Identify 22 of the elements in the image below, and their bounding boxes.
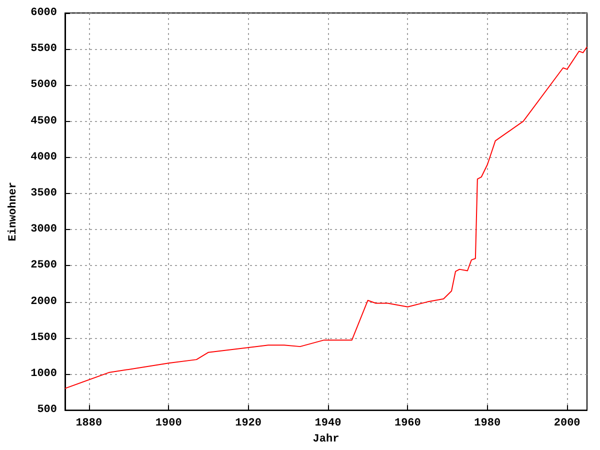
x-tick-label: 1980 — [474, 418, 501, 430]
y-axis-title: Einwohner — [8, 182, 20, 242]
x-tick-label: 2000 — [554, 418, 580, 430]
y-tick-label: 2500 — [30, 260, 57, 272]
x-axis-title: Jahr — [312, 434, 340, 446]
y-tick-label: 4000 — [30, 151, 57, 164]
y-tick-label: 5000 — [30, 79, 57, 92]
x-tick-label: 1880 — [76, 418, 102, 430]
x-tick-label: 1900 — [155, 418, 182, 430]
y-tick-label: 3000 — [30, 224, 57, 236]
line-series — [64, 46, 588, 389]
y-tick-label: 4500 — [30, 115, 57, 128]
y-tick-label: 5500 — [30, 43, 57, 56]
y-tick-label: 1500 — [30, 332, 57, 344]
x-tick-label: 1960 — [394, 418, 421, 430]
y-tick-label: 3500 — [30, 188, 57, 200]
y-tick-label: 2000 — [30, 296, 57, 308]
x-tick-label: 1920 — [235, 418, 262, 430]
y-tick-label: 500 — [37, 404, 57, 416]
x-tick-label: 1940 — [314, 418, 342, 430]
y-tick-label: 1000 — [30, 368, 57, 380]
y-tick-label: 6000 — [30, 7, 57, 19]
